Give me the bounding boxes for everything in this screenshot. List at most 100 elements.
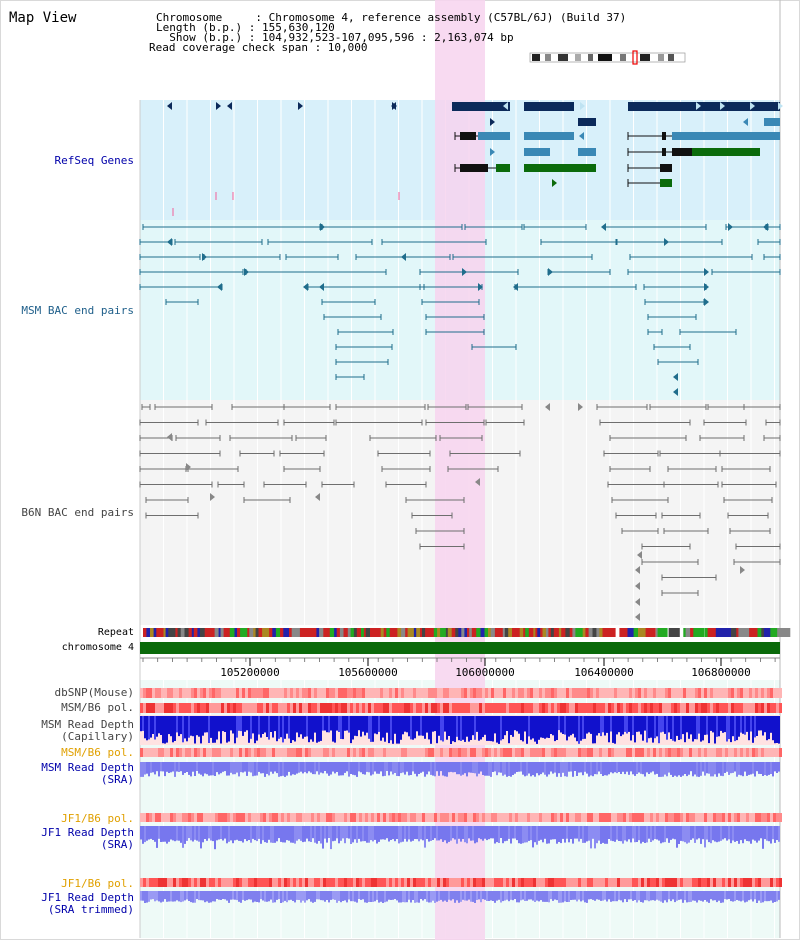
jf1-trimmed-depth-bar	[658, 891, 660, 901]
jf1-sra-depth-bar	[324, 826, 326, 839]
dbsnp-density-cell	[272, 688, 275, 698]
repeat-track[interactable]	[143, 628, 791, 637]
jf1-b6-pol-2-label[interactable]: JF1/B6 pol.	[61, 877, 134, 890]
msm-sra-depth-bar	[398, 762, 400, 777]
dbsnp-label[interactable]: dbSNP(Mouse)	[54, 686, 134, 699]
jf1-sra-depth-bar	[548, 826, 550, 844]
jf1-b6-pol-label[interactable]: JF1/B6 pol.	[61, 812, 134, 825]
msm-b6-pol-cell	[557, 703, 560, 713]
msm-b6-pol-cell	[317, 703, 320, 713]
jf1-trimmed-depth-bar	[330, 891, 332, 900]
jf1-trimmed-depth-bar	[676, 891, 678, 901]
msm-sra-depth-bar	[596, 762, 598, 775]
jf1-sra-depth-bar	[242, 826, 244, 843]
refseq-gene-track[interactable]	[167, 102, 783, 216]
jf1-b6-pol-2-cell	[176, 878, 179, 887]
jf1-read-depth-trimmed-label[interactable]: JF1 Read Depth	[41, 891, 134, 904]
dbsnp-density-cell	[146, 688, 149, 698]
jf1-sra-depth-bar	[736, 826, 738, 841]
capillary-depth-bar	[490, 716, 492, 742]
msm-bac-end-pairs-track[interactable]	[139, 223, 781, 396]
jf1-trimmed-depth-bar	[362, 891, 364, 900]
msm-bac-end-marker	[673, 388, 678, 396]
msm-sra-depth-bar	[304, 762, 306, 773]
jf1-b6-pol-cell	[731, 813, 734, 822]
jf1-b6-pol-2-cell	[728, 878, 731, 887]
jf1-b6-pol-cell	[551, 813, 554, 822]
jf1-b6-pol-2-cell	[527, 878, 530, 887]
jf1-b6-pol-2-cell	[161, 878, 164, 887]
jf1-b6-pol-2-cell	[206, 878, 209, 887]
chromosome-ideogram[interactable]	[529, 50, 686, 65]
dbsnp-density-cell	[332, 688, 335, 698]
dbsnp-density-cell	[308, 688, 311, 698]
msm-b6-pol-2-cell	[185, 748, 188, 757]
polymorphism-depth-tracks[interactable]	[140, 688, 782, 903]
jf1-b6-pol-cell	[404, 813, 407, 822]
capillary-depth-bar	[464, 716, 466, 742]
gene-block	[578, 118, 596, 126]
msm-read-depth-sra-label[interactable]: MSM Read Depth	[41, 761, 134, 774]
capillary-depth-bar	[406, 716, 408, 733]
jf1-b6-pol-cell	[746, 813, 749, 822]
msm-b6-pol-2-cell	[743, 748, 746, 757]
msm-sra-depth-bar	[406, 762, 408, 772]
jf1-sra-depth-bar	[672, 826, 674, 839]
jf1-trimmed-depth-bar	[738, 891, 740, 901]
jf1-trimmed-depth-bar	[556, 891, 558, 901]
msm-b6-pol-cell	[335, 703, 338, 713]
jf1-b6-pol-2-cell	[590, 878, 593, 887]
highlight-region[interactable]	[435, 0, 485, 940]
jf1-b6-pol-2-cell	[167, 878, 170, 887]
msm-sra-depth-bar	[286, 762, 288, 776]
jf1-b6-pol-cell	[320, 813, 323, 822]
repeat-element	[749, 628, 761, 637]
msm-sra-depth-bar	[198, 762, 200, 774]
capillary-depth-bar	[504, 716, 506, 736]
jf1-b6-pol-cell	[566, 813, 569, 822]
msm-read-depth-capillary-label[interactable]: MSM Read Depth	[41, 718, 134, 731]
jf1-b6-pol-2-cell	[425, 878, 428, 887]
jf1-read-depth-sra-label[interactable]: JF1 Read Depth	[41, 826, 134, 839]
jf1-b6-pol-2-cell	[581, 878, 584, 887]
msm-b6-pol-2-cell	[467, 748, 470, 757]
chromosome-bar[interactable]	[140, 642, 780, 654]
capillary-depth-bar	[638, 716, 640, 732]
capillary-depth-bar	[380, 716, 382, 741]
msm-b6-pol-2-cell	[755, 748, 758, 757]
b6n-bac-track-label[interactable]: B6N BAC end pairs	[21, 506, 134, 519]
msm-b6-pol-2-cell	[596, 748, 599, 757]
msm-b6-pol-2-cell	[647, 748, 650, 757]
msm-b6-pol-label[interactable]: MSM/B6 pol.	[61, 701, 134, 714]
jf1-sra-depth-bar	[246, 826, 248, 842]
capillary-depth-bar	[634, 716, 636, 743]
jf1-sra-depth-bar	[526, 826, 528, 843]
b6n-bac-end-pairs-track[interactable]	[139, 403, 781, 621]
jf1-trimmed-depth-bar	[600, 891, 602, 901]
jf1-sra-depth-bar	[660, 826, 662, 844]
msm-b6-pol-2-cell	[563, 748, 566, 757]
capillary-depth-bar	[174, 716, 176, 741]
msm-b6-pol-2-label[interactable]: MSM/B6 pol.	[61, 746, 134, 759]
refseq-track-label[interactable]: RefSeq Genes	[54, 154, 134, 167]
jf1-b6-pol-cell	[650, 813, 653, 822]
msm-b6-pol-2-cell	[335, 748, 338, 757]
msm-b6-pol-2-cell	[320, 748, 323, 757]
msm-bac-end-marker	[601, 223, 606, 231]
msm-bac-track-label[interactable]: MSM BAC end pairs	[21, 304, 134, 317]
dbsnp-density-cell	[563, 688, 566, 698]
dbsnp-density-cell	[260, 688, 263, 698]
jf1-sra-depth-bar	[692, 826, 694, 839]
msm-b6-pol-2-cell	[380, 748, 383, 757]
jf1-b6-pol-cell	[554, 813, 557, 822]
jf1-sra-depth-bar	[444, 826, 446, 841]
msm-b6-pol-cell	[746, 703, 749, 713]
msm-b6-pol-cell	[296, 703, 299, 713]
jf1-trimmed-depth-bar	[346, 891, 348, 903]
msm-sra-depth-bar	[302, 762, 304, 774]
msm-b6-pol-cell	[314, 703, 317, 713]
jf1-trimmed-depth-bar	[588, 891, 590, 900]
msm-b6-pol-cell	[464, 703, 467, 713]
jf1-b6-pol-cell	[653, 813, 656, 822]
